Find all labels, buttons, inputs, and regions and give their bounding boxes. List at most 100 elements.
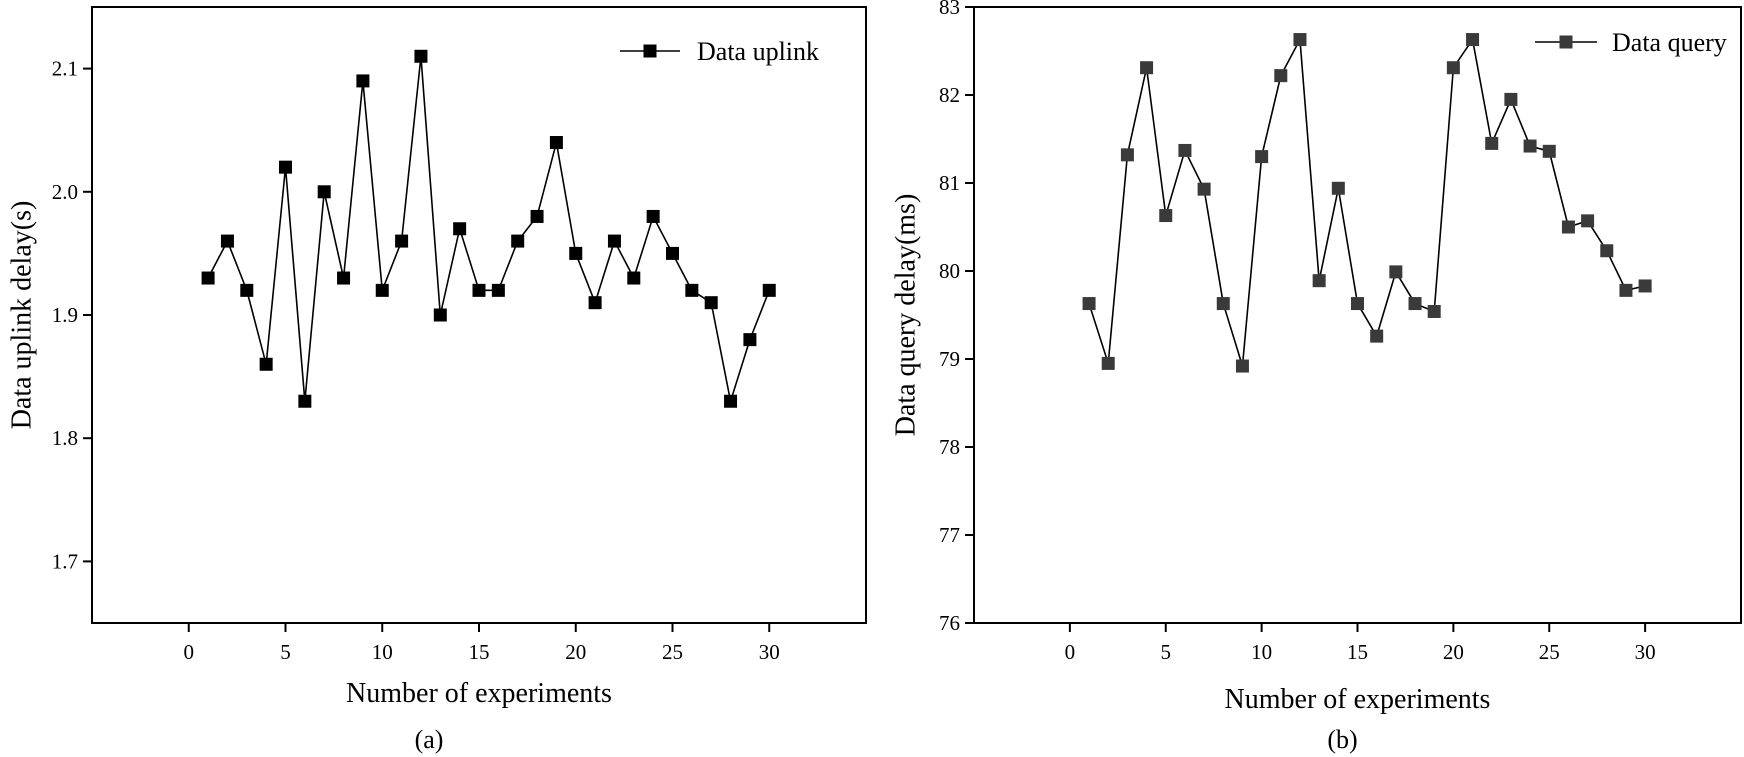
x-axis-title: Number of experiments (1225, 684, 1491, 715)
x-tick-label: 20 (1443, 640, 1464, 664)
y-tick-label: 83 (939, 0, 960, 19)
data-point (1120, 148, 1134, 162)
x-tick-label: 25 (1539, 640, 1560, 664)
data-point (1101, 356, 1115, 370)
chart-panel-a: 0 5 10 15 20 25 30 1.7 1.8 1.9 2.0 2.1 Number of exp… (6, 6, 867, 754)
data-point (279, 160, 292, 174)
x-tick-label: 15 (469, 640, 490, 664)
data-point (1638, 279, 1652, 293)
data-point (607, 234, 621, 248)
x-tick-label: 15 (1347, 640, 1368, 664)
data-point (1351, 297, 1364, 311)
data-point (433, 308, 447, 322)
y-tick-label: 1.8 (52, 426, 78, 450)
data-point (1274, 69, 1288, 83)
panel-label: (b) (1327, 725, 1357, 754)
data-point (511, 234, 525, 248)
data-point (1216, 297, 1230, 311)
data-point (1408, 297, 1422, 311)
data-point (1389, 265, 1403, 279)
x-tick-label: 0 (184, 640, 195, 664)
data-point (1561, 220, 1575, 234)
y-tick-label: 78 (939, 435, 960, 459)
x-tick-label: 10 (372, 640, 393, 664)
y-tick-label: 2.0 (52, 180, 78, 204)
data-point (298, 394, 312, 408)
data-point (530, 209, 544, 223)
data-point (240, 283, 254, 297)
data-point (1504, 92, 1518, 106)
data-point (1082, 297, 1096, 311)
y-tick-label: 81 (939, 171, 960, 195)
chart-panel-b: 0 5 10 15 20 25 30 76 77 78 79 80 81 82 83 Number of ex… (890, 0, 1742, 754)
data-point (337, 271, 351, 285)
legend-marker (643, 44, 657, 58)
y-tick-label: 2.1 (52, 57, 78, 81)
data-point (1293, 33, 1307, 47)
y-tick-label: 77 (939, 523, 960, 547)
data-point (1255, 150, 1269, 164)
series-line (207, 56, 770, 402)
data-point (1235, 359, 1249, 373)
data-point (1542, 144, 1556, 158)
data-point (1178, 143, 1192, 157)
data-point (1427, 304, 1441, 318)
x-tick-label: 0 (1065, 640, 1076, 664)
x-tick-label: 25 (662, 640, 683, 664)
legend-label: Data uplink (697, 37, 819, 66)
y-tick-label: 80 (939, 259, 960, 283)
legend-label: Data query (1612, 28, 1727, 57)
x-tick-label: 5 (1161, 640, 1172, 664)
data-point (1140, 61, 1154, 75)
data-point (704, 296, 718, 310)
data-point (1331, 181, 1345, 195)
data-point (1523, 139, 1537, 153)
data-point (1370, 329, 1384, 343)
x-tick-label: 5 (280, 640, 291, 664)
data-point (1600, 244, 1614, 258)
data-point (762, 283, 776, 297)
y-axis-title: Data uplink delay(s) (6, 201, 37, 430)
data-point (743, 333, 757, 347)
data-point (201, 271, 215, 285)
legend-marker (1559, 35, 1573, 49)
data-point (356, 74, 370, 88)
data-point (317, 185, 331, 199)
y-tick-label: 79 (939, 347, 960, 371)
data-point (1485, 136, 1499, 150)
x-tick-label: 10 (1251, 640, 1272, 664)
data-point (414, 49, 428, 63)
data-point (724, 394, 738, 408)
data-point (220, 234, 234, 248)
data-point (395, 234, 409, 248)
data-point (1446, 61, 1460, 75)
plot-frame (91, 6, 867, 624)
data-point (666, 246, 679, 260)
y-axis-title: Data query delay(ms) (890, 194, 921, 437)
y-tick-label: 76 (939, 611, 960, 635)
y-tick-label: 1.9 (52, 303, 78, 327)
panel-label: (a) (415, 725, 444, 754)
plot-frame (973, 6, 1742, 624)
x-tick-label: 30 (1635, 640, 1656, 664)
data-point (685, 283, 699, 297)
data-point (1466, 33, 1480, 47)
data-point (491, 283, 505, 297)
x-tick-label: 30 (759, 640, 780, 664)
y-tick-label: 82 (939, 83, 960, 107)
data-point (259, 357, 273, 371)
y-tick-label: 1.7 (52, 549, 78, 573)
x-tick-label: 20 (565, 640, 586, 664)
data-point (1197, 182, 1211, 196)
data-point (1312, 274, 1326, 288)
data-point (472, 283, 486, 297)
data-point (1619, 283, 1633, 297)
data-point (627, 271, 641, 285)
x-axis-title: Number of experiments (346, 678, 612, 709)
data-point (588, 296, 602, 310)
data-point (646, 209, 660, 223)
data-point (453, 222, 467, 236)
data-point (549, 136, 563, 150)
data-point (1159, 209, 1173, 223)
